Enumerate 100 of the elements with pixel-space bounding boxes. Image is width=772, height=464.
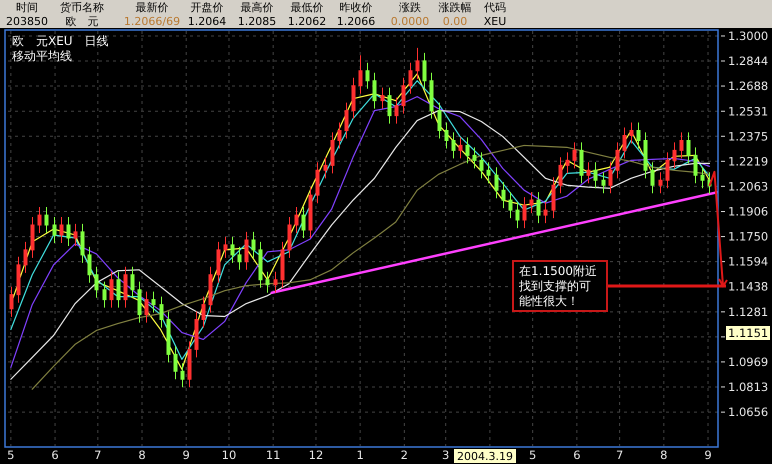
y-tick-label: 1.1594 [728, 254, 768, 269]
candlestick [52, 216, 56, 244]
x-tick-label: 9 [704, 448, 712, 462]
annotation: 在1.1500附近找到支撑的可能性很大！ [518, 264, 597, 308]
x-tick-label: 2 [400, 448, 408, 462]
x-tick-label: 3 [442, 448, 450, 462]
candlestick [88, 246, 92, 284]
candlestick [608, 162, 612, 194]
candlestick [216, 241, 220, 284]
text: 1.2085 [238, 15, 276, 28]
candlestick [188, 340, 192, 388]
x-tick-label: 5 [7, 448, 15, 462]
text: 欧 元 [66, 15, 98, 28]
candlestick [366, 62, 370, 90]
candlestick [138, 281, 142, 324]
candlestick [244, 231, 248, 270]
y-tick-label: 1.2688 [728, 79, 768, 94]
chart-title: 欧 元XEU 日线 [12, 34, 109, 48]
candlestick [586, 162, 590, 184]
candlestick [344, 102, 348, 140]
text: 0.0000 [390, 15, 430, 28]
candlestick [644, 132, 648, 179]
candlestick [666, 152, 670, 189]
x-tick-label: 1 [356, 448, 364, 462]
text: 1.2066/69 [124, 15, 180, 28]
candlestick [552, 176, 556, 219]
candlestick [686, 132, 690, 164]
text: 代码 [483, 1, 506, 14]
candlestick [194, 311, 198, 358]
candlestick [380, 87, 384, 110]
candlestick [294, 206, 298, 234]
candlestick [60, 216, 64, 244]
candlestick [544, 202, 548, 224]
text: 涨跌幅 [438, 1, 472, 14]
y-tick-label: 1.1438 [728, 280, 768, 294]
candlestick [174, 346, 178, 380]
y-tick-label: 1.2219 [728, 154, 768, 168]
text: 1.2066 [336, 15, 376, 28]
text: 1.2062 [288, 15, 326, 28]
x-tick-label: 5 [528, 448, 536, 462]
candlestick [502, 182, 506, 209]
candlestick [30, 216, 34, 258]
candlestick [358, 54, 362, 94]
candlestick [630, 122, 634, 144]
candlestick [680, 132, 684, 159]
candlestick [408, 62, 412, 94]
text: 203850 [6, 15, 48, 28]
y-tick-label: 1.3000 [728, 29, 768, 43]
text: 0.00 [442, 15, 468, 28]
candlestick [522, 196, 526, 229]
y-tick-label: 1.2063 [728, 179, 768, 194]
candlestick [152, 291, 156, 314]
candlestick [16, 256, 20, 304]
candlestick [566, 152, 570, 174]
candlestick [166, 311, 170, 363]
candlestick [280, 241, 284, 288]
candlestick [438, 102, 442, 140]
candlestick [700, 166, 704, 189]
candlestick [636, 122, 640, 149]
candlestick [24, 241, 28, 274]
candlestick [580, 142, 584, 184]
candlestick [394, 97, 398, 124]
candlestick [102, 281, 106, 308]
x-tick-label: 7 [94, 448, 102, 462]
candlestick [694, 146, 698, 184]
x-tick-label: 8 [660, 448, 668, 462]
candlestick [66, 216, 70, 247]
x-tick-label: 7 [616, 448, 624, 462]
text: 最低价 [290, 1, 324, 14]
candlestick [324, 156, 328, 179]
candlestick [330, 132, 334, 174]
candlestick [466, 136, 470, 164]
candlestick [308, 186, 312, 239]
candlestick [536, 192, 540, 224]
candlestick [110, 271, 114, 308]
candlestick [124, 266, 128, 308]
candlestick [594, 162, 598, 189]
candlestick [352, 77, 356, 120]
line-series [32, 144, 710, 390]
candlestick [160, 296, 164, 328]
x-tick-label: 6 [573, 448, 581, 462]
candlestick [452, 132, 456, 159]
candlestick [252, 231, 256, 258]
candlestick [422, 52, 426, 90]
x-tick-label: 8 [138, 448, 146, 462]
candlestick [650, 162, 654, 194]
y-tick-label: 1.0969 [728, 354, 768, 369]
text: 时间 [16, 1, 38, 14]
candlestick [180, 362, 184, 388]
candlestick [80, 223, 84, 264]
text: 最新价 [136, 1, 168, 14]
x-tick-label: 12 [308, 448, 324, 462]
candlestick [480, 152, 484, 179]
candlestick [230, 236, 234, 264]
text: 货币名称 [60, 1, 104, 14]
candlestick [38, 206, 42, 234]
candlestick [338, 122, 342, 149]
candlestick [288, 216, 292, 258]
candlestick [208, 266, 212, 314]
candlestick [602, 172, 606, 194]
